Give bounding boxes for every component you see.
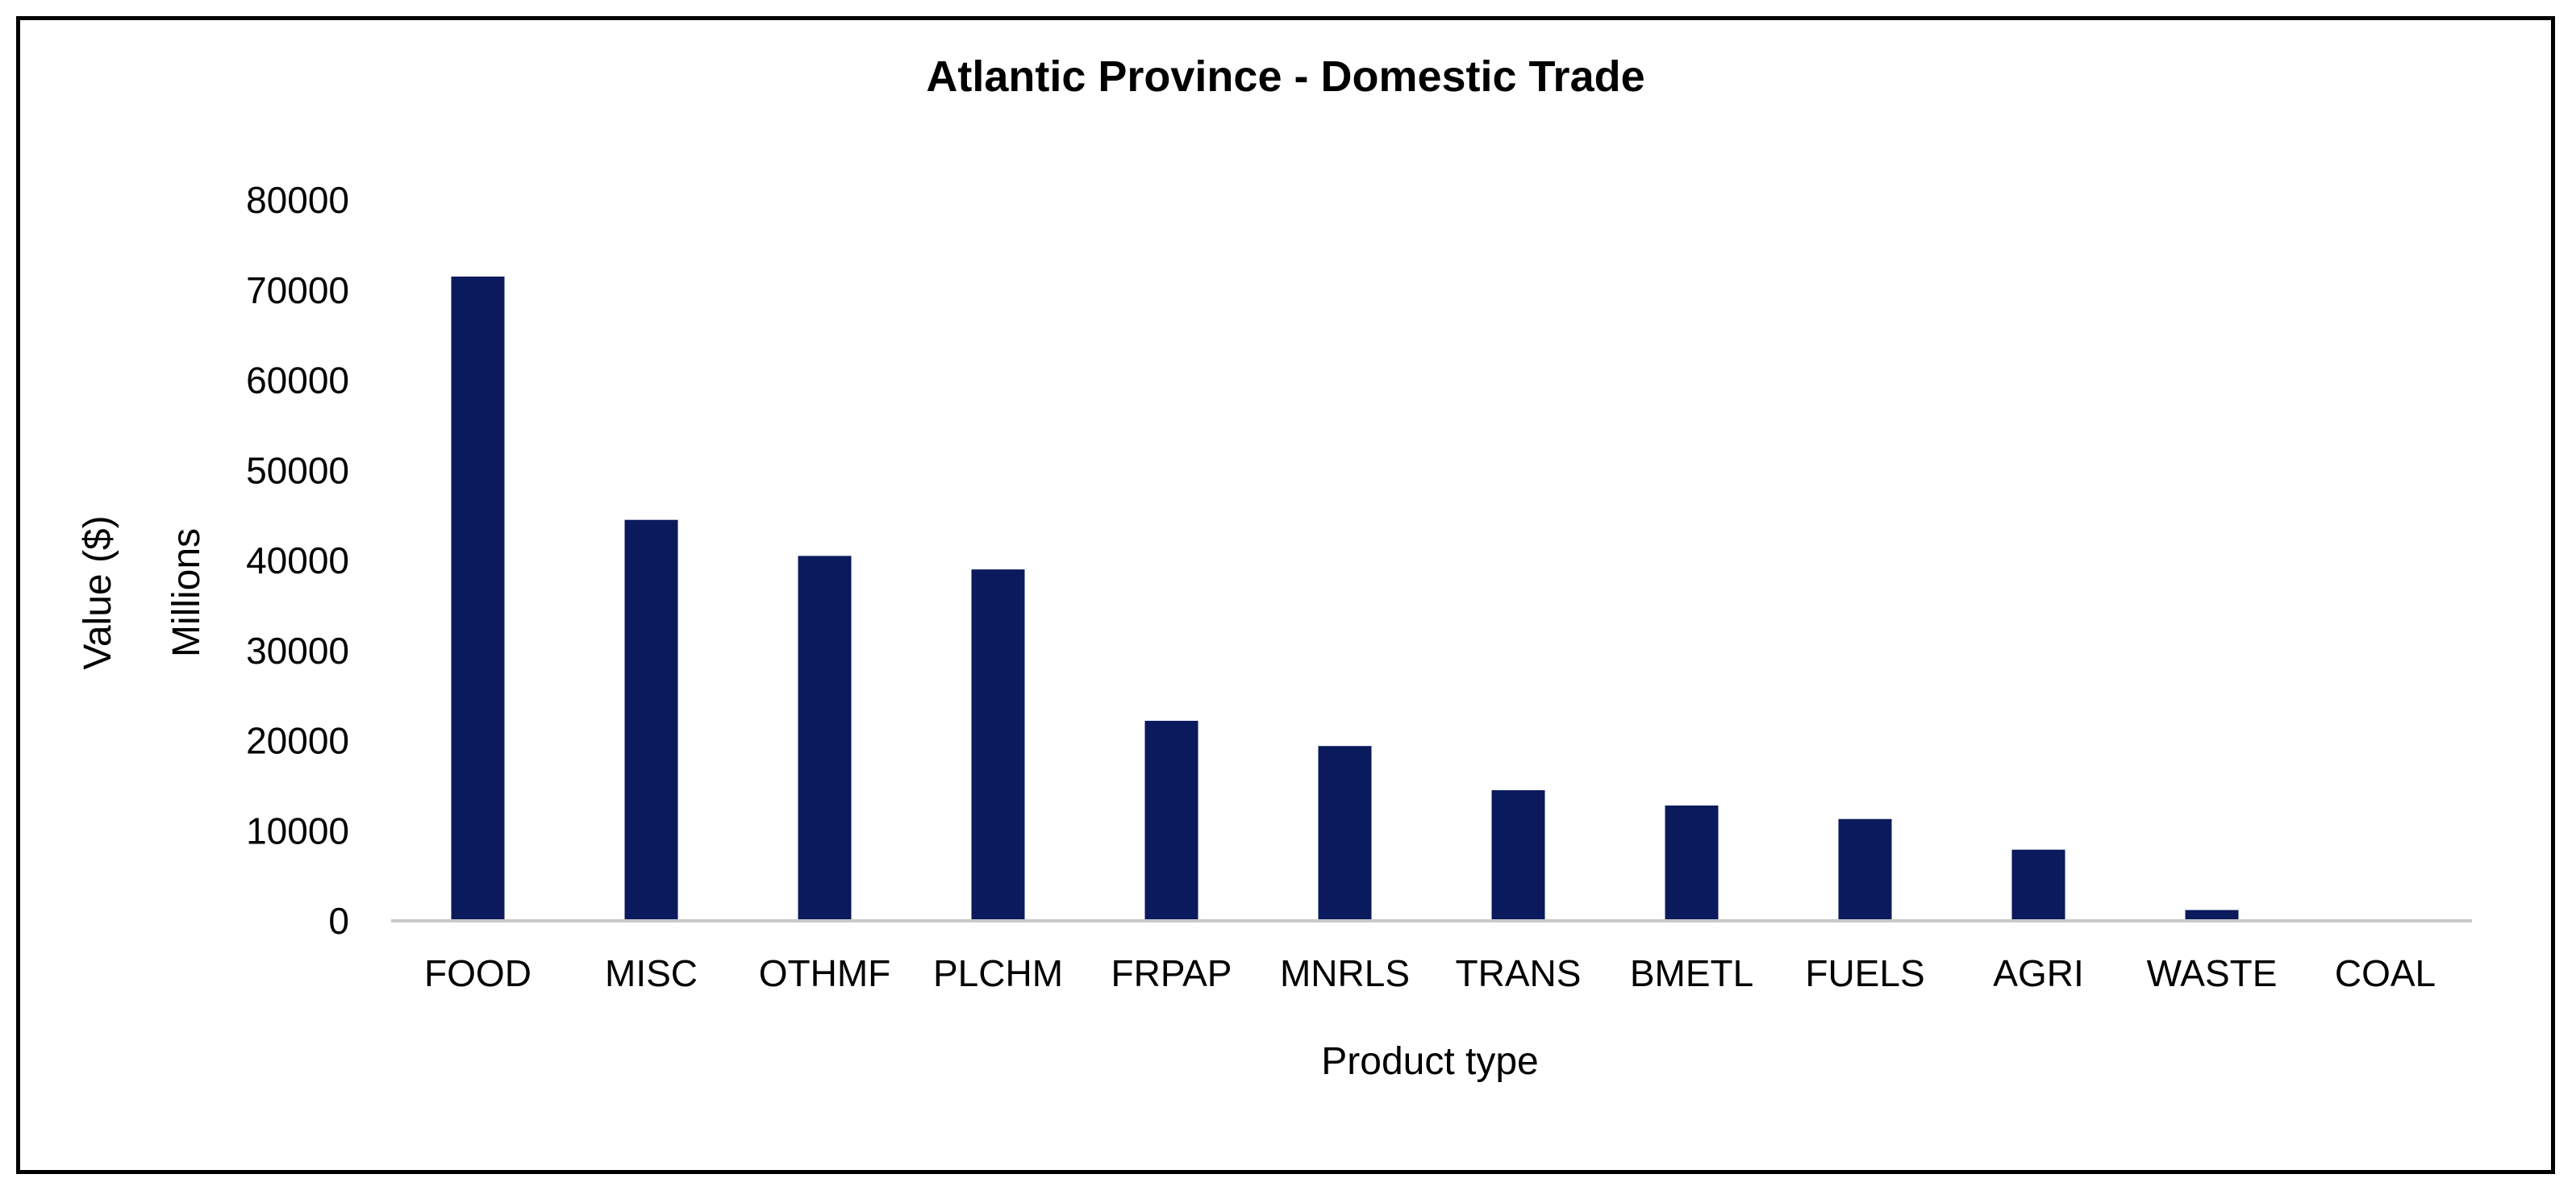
bar-mnrls	[1318, 746, 1372, 921]
bar-misc	[624, 519, 678, 921]
x-tick-label-mnrls: MNRLS	[1280, 952, 1410, 994]
bar-agri	[2011, 849, 2065, 921]
x-tick-label-food: FOOD	[424, 952, 531, 994]
chart-frame: Atlantic Province - Domestic Trade 0 1000…	[16, 16, 2555, 1174]
x-tick-label-waste: WASTE	[2147, 952, 2278, 994]
y-tick-label: 30000	[246, 630, 349, 672]
y-tick-label: 80000	[246, 179, 349, 221]
chart-title: Atlantic Province - Domestic Trade	[926, 52, 1644, 101]
x-tick-label-bmetl: BMETL	[1630, 952, 1753, 994]
y-tick-label: 60000	[246, 360, 349, 402]
bar-waste	[2185, 910, 2239, 921]
bars	[451, 276, 2239, 921]
x-tick-label-frpap: FRPAP	[1111, 952, 1232, 994]
y-tick-label: 70000	[246, 269, 349, 311]
bar-frpap	[1144, 720, 1198, 921]
x-axis-title: Product type	[1321, 1040, 1538, 1083]
y-tick-label: 0	[328, 900, 349, 942]
y-tick-label: 20000	[246, 720, 349, 762]
x-tick-label-agri: AGRI	[1993, 952, 2083, 994]
x-tick-label-misc: MISC	[605, 952, 698, 994]
bar-food	[451, 276, 505, 921]
bar-fuels	[1838, 818, 1892, 921]
y-tick-label: 50000	[246, 449, 349, 491]
y-tick-label: 10000	[246, 810, 349, 851]
x-tick-label-trans: TRANS	[1456, 952, 1582, 994]
bar-plchm	[971, 569, 1025, 921]
y-axis-tick-labels: 0 10000 20000 30000 40000 50000 60000 70000 8000…	[246, 179, 349, 942]
y-axis-title-line-2: Millions	[165, 528, 208, 657]
y-axis-title: Value ($) Millions	[77, 515, 208, 669]
x-tick-label-coal: COAL	[2335, 952, 2436, 994]
x-tick-label-plchm: PLCHM	[933, 952, 1063, 994]
bar-othmf	[798, 556, 852, 921]
y-axis-title-line-1: Value ($)	[77, 515, 119, 669]
bar-bmetl	[1665, 805, 1719, 921]
x-axis-tick-labels: FOOD MISC OTHMF PLCHM FRPAP MNRLS TRANS BMETL FU…	[424, 952, 2436, 994]
x-tick-label-othmf: OTHMF	[759, 952, 891, 994]
x-tick-label-fuels: FUELS	[1805, 952, 1924, 994]
y-tick-label: 40000	[246, 539, 349, 581]
bar-chart: Atlantic Province - Domestic Trade 0 1000…	[77, 52, 2472, 1083]
bar-trans	[1491, 789, 1545, 921]
